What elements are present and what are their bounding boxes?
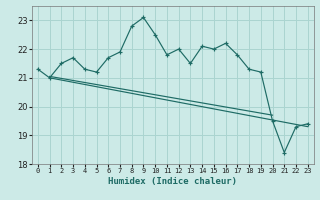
X-axis label: Humidex (Indice chaleur): Humidex (Indice chaleur)	[108, 177, 237, 186]
